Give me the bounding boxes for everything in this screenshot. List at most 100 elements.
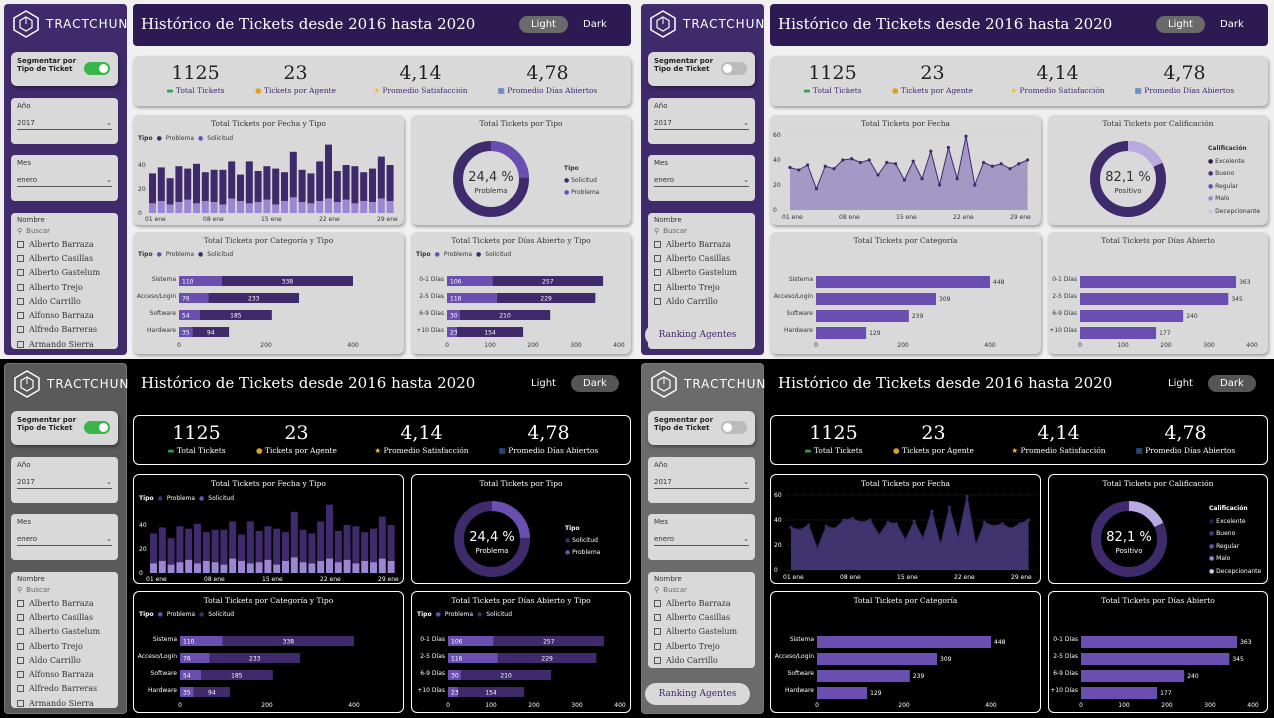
name-list-item[interactable]: Aldo Carrillo xyxy=(654,653,749,667)
year-dropdown[interactable]: 2017 ⌄ xyxy=(17,478,112,489)
light-theme-button[interactable]: Light xyxy=(531,378,556,389)
name-list-item[interactable]: Alfonso Barraza xyxy=(17,308,112,322)
checkbox[interactable] xyxy=(17,599,24,607)
month-dropdown[interactable]: enero ⌄ xyxy=(17,535,112,546)
toggle-switch[interactable] xyxy=(84,62,110,75)
light-theme-button[interactable]: Light xyxy=(1168,378,1193,389)
checkbox[interactable] xyxy=(654,269,661,277)
checkbox[interactable] xyxy=(654,642,661,650)
month-dropdown[interactable]: enero ⌄ xyxy=(654,535,749,546)
dark-theme-button[interactable]: Dark xyxy=(571,375,619,392)
month-dropdown[interactable]: enero ⌄ xyxy=(654,176,749,187)
name-list-item[interactable]: Aldo Carrillo xyxy=(17,653,112,667)
checkbox[interactable] xyxy=(17,312,24,320)
name-list-item[interactable]: Alberto Barraza xyxy=(654,596,749,610)
kpi-value: 1125 xyxy=(171,62,220,84)
dark-theme-button[interactable]: Dark xyxy=(1220,19,1244,30)
dark-theme-button[interactable]: Dark xyxy=(1208,375,1256,392)
checkbox[interactable] xyxy=(17,240,24,248)
name-list-item[interactable]: Alberto Trejo xyxy=(17,639,112,653)
bar-problema xyxy=(447,327,457,337)
category-label: 0-1 Días xyxy=(1052,276,1077,283)
month-filter[interactable]: Mes enero ⌄ xyxy=(648,155,755,201)
year-filter[interactable]: Año 2017 ⌄ xyxy=(648,457,755,503)
checkbox[interactable] xyxy=(654,613,661,621)
checkbox[interactable] xyxy=(17,297,24,305)
checkbox[interactable] xyxy=(17,671,24,679)
checkbox[interactable] xyxy=(654,240,661,248)
checkbox[interactable] xyxy=(17,685,24,693)
x-tick-label: 01 ene xyxy=(783,574,804,581)
name-list-item[interactable]: Alberto Barraza xyxy=(17,237,112,251)
year-dropdown[interactable]: 2017 ⌄ xyxy=(654,119,749,130)
name-list-item[interactable]: Alberto Gastelum xyxy=(17,266,112,280)
bar-solicitud xyxy=(496,293,596,303)
search-input[interactable]: ⚲ Buscar xyxy=(17,586,112,594)
light-theme-button[interactable]: Light xyxy=(1156,16,1205,33)
ranking-agentes-button[interactable]: Ranking Agentes xyxy=(645,683,750,705)
name-list-item[interactable]: Alberto Gastelum xyxy=(654,625,749,639)
search-input[interactable]: ⚲ Buscar xyxy=(17,227,112,235)
year-filter[interactable]: Año 2017 ⌄ xyxy=(648,98,755,144)
name-list-item[interactable]: Alberto Trejo xyxy=(17,280,112,294)
segment-by-type-toggle[interactable]: Segmentar por Tipo de Ticket xyxy=(648,411,755,445)
name-list-item[interactable]: Aldo Carrillo xyxy=(17,294,112,308)
checkbox[interactable] xyxy=(654,254,661,262)
checkbox[interactable] xyxy=(17,613,24,621)
month-filter[interactable]: Mes enero ⌄ xyxy=(11,514,118,560)
segment-by-type-toggle[interactable]: Segmentar por Tipo de Ticket xyxy=(11,52,118,86)
checkbox[interactable] xyxy=(17,340,24,348)
name-list-item[interactable]: Armando Sierra xyxy=(17,696,112,708)
checkbox[interactable] xyxy=(17,283,24,291)
name-list-item[interactable]: Alfredo Barreras xyxy=(17,323,112,337)
checkbox[interactable] xyxy=(654,283,661,291)
checkbox[interactable] xyxy=(17,628,24,636)
data-point xyxy=(955,177,959,181)
toggle-switch[interactable] xyxy=(721,62,747,75)
year-filter[interactable]: Año 2017 ⌄ xyxy=(11,98,118,144)
checkbox[interactable] xyxy=(17,254,24,262)
name-list-item[interactable]: Alberto Casillas xyxy=(654,251,749,265)
name-list-item[interactable]: Alberto Trejo xyxy=(654,280,749,294)
checkbox[interactable] xyxy=(654,599,661,607)
name-list-item[interactable]: Armando Sierra xyxy=(17,337,112,349)
ranking-agentes-button[interactable]: Ranking Agentes xyxy=(645,324,750,346)
toggle-switch[interactable] xyxy=(84,421,110,434)
month-filter[interactable]: Mes enero ⌄ xyxy=(648,514,755,560)
kpi-value: 4,14 xyxy=(1036,62,1079,84)
name-list-item[interactable]: Alberto Trejo xyxy=(654,639,749,653)
checkbox[interactable] xyxy=(654,297,661,305)
checkbox[interactable] xyxy=(654,656,661,664)
checkbox[interactable] xyxy=(17,269,24,277)
bar xyxy=(1080,276,1237,288)
name-list-item[interactable]: Alberto Gastelum xyxy=(17,625,112,639)
name-list-item[interactable]: Aldo Carrillo xyxy=(654,294,749,308)
name-label: Nombre xyxy=(654,575,682,583)
checkbox[interactable] xyxy=(654,628,661,636)
light-theme-button[interactable]: Light xyxy=(519,16,568,33)
name-list-item[interactable]: Alberto Gastelum xyxy=(654,266,749,280)
name-list-item[interactable]: Alfredo Barreras xyxy=(17,682,112,696)
checkbox[interactable] xyxy=(17,642,24,650)
toggle-switch[interactable] xyxy=(721,421,747,434)
month-filter[interactable]: Mes enero ⌄ xyxy=(11,155,118,201)
x-tick-label: 200 xyxy=(897,342,909,349)
search-input[interactable]: ⚲ Buscar xyxy=(654,227,749,235)
checkbox[interactable] xyxy=(17,699,24,707)
name-list-item[interactable]: Alberto Barraza xyxy=(17,596,112,610)
search-input[interactable]: ⚲ Buscar xyxy=(654,586,749,594)
name-list-item[interactable]: Alberto Casillas xyxy=(17,251,112,265)
name-list-item[interactable]: Alfonso Barraza xyxy=(17,667,112,681)
segment-by-type-toggle[interactable]: Segmentar por Tipo de Ticket xyxy=(648,52,755,86)
name-list-item[interactable]: Alberto Casillas xyxy=(17,610,112,624)
year-dropdown[interactable]: 2017 ⌄ xyxy=(654,478,749,489)
year-filter[interactable]: Año 2017 ⌄ xyxy=(11,457,118,503)
checkbox[interactable] xyxy=(17,326,24,334)
name-list-item[interactable]: Alberto Barraza xyxy=(654,237,749,251)
name-list-item[interactable]: Alberto Casillas xyxy=(654,610,749,624)
year-dropdown[interactable]: 2017 ⌄ xyxy=(17,119,112,130)
checkbox[interactable] xyxy=(17,656,24,664)
dark-theme-button[interactable]: Dark xyxy=(583,19,607,30)
segment-by-type-toggle[interactable]: Segmentar por Tipo de Ticket xyxy=(11,411,118,445)
month-dropdown[interactable]: enero ⌄ xyxy=(17,176,112,187)
